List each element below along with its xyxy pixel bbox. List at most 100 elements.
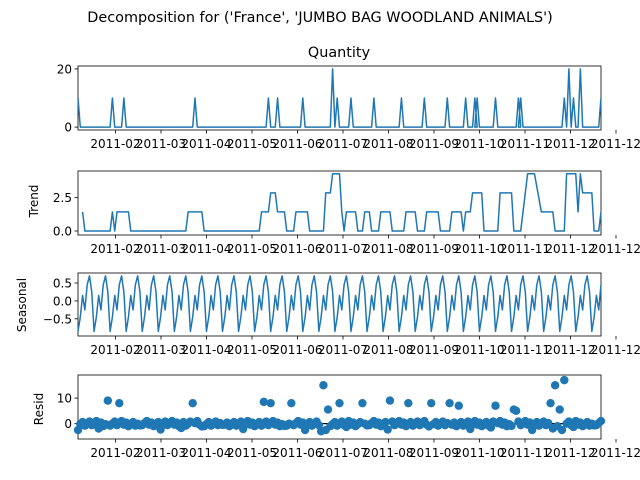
resid-xtick-label: 2011-11: [500, 446, 550, 460]
panel-trend: Trend 0.0 2.5 2011-022011-032011-042011-05…: [27, 170, 640, 256]
seasonal-xtick-label: 2011-08: [363, 343, 413, 357]
observed-xtick-label: 2011-07: [318, 137, 368, 151]
trend-ylabel: Trend: [27, 185, 41, 219]
observed-ytick-label: 20: [57, 62, 72, 76]
seasonal-xtick-label: 2011-09: [409, 343, 459, 357]
resid-point: [358, 398, 367, 408]
observed-xtick-label: 2011-09: [409, 137, 459, 151]
trend-ytick-label: 0.0: [53, 225, 72, 239]
seasonal-xtick-label: 2011-07: [318, 343, 368, 357]
seasonal-xtick-label: 2011-04: [181, 343, 231, 357]
figure-suptitle: Decomposition for ('France', 'JUMBO BAG …: [87, 10, 552, 26]
panel-observed: Quantity 0 20 2011-022011-032011-042011-05…: [57, 45, 640, 151]
resid-ytick-label: 0: [64, 417, 72, 431]
seasonal-xtick-label: 2011-11: [500, 343, 550, 357]
trend-xtick-label: 2011-05: [227, 242, 277, 256]
resid-point: [259, 397, 269, 407]
observed-xtick-label: 2011-10: [454, 137, 504, 151]
trend-plot-area: [77, 170, 602, 236]
seasonal-marks: 0.50.0−0.52011-022011-032011-042011-0520…: [43, 275, 640, 357]
resid-ylabel: Resid: [32, 393, 46, 425]
resid-point: [550, 381, 560, 390]
observed-title: Quantity: [308, 45, 371, 61]
resid-point: [115, 398, 124, 408]
trend-xtick-label: 2011-03: [136, 242, 186, 256]
trend-xtick-label: 2011-12: [545, 242, 595, 256]
resid-point: [266, 398, 275, 408]
observed-xtick-label: 2011-08: [363, 137, 413, 151]
trend-xtick-label: 2011-09: [409, 242, 459, 256]
resid-point: [511, 406, 521, 416]
panel-seasonal: Seasonal 0.5 0.0 −0.5 2011-022011-032011-04…: [15, 272, 640, 357]
resid-point: [335, 398, 344, 408]
resid-point: [319, 381, 328, 390]
resid-point: [596, 416, 606, 426]
observed-xtick-label: 2011-12: [591, 137, 640, 151]
resid-point: [404, 398, 413, 408]
seasonal-ytick-label: 0.0: [53, 294, 72, 308]
resid-xtick-label: 2011-03: [136, 446, 186, 460]
seasonal-xtick-label: 2011-06: [272, 343, 322, 357]
seasonal-xtick-label: 2011-12: [545, 343, 595, 357]
resid-point: [383, 425, 392, 434]
trend-xtick-label: 2011-06: [272, 242, 322, 256]
resid-point: [507, 421, 516, 431]
resid-ytick-label: 10: [57, 392, 72, 406]
observed-marks: 0202011-022011-032011-042011-052011-0620…: [57, 62, 640, 151]
observed-xtick-label: 2011-12: [545, 137, 595, 151]
seasonal-ylabel: Seasonal: [15, 278, 29, 332]
resid-xtick-label: 2011-05: [227, 446, 277, 460]
trend-xtick-label: 2011-02: [90, 242, 140, 256]
seasonal-plot-area: [77, 272, 602, 337]
resid-point: [445, 398, 454, 408]
seasonal-ytick-label: 0.5: [53, 277, 72, 291]
seasonal-xtick-label: 2011-03: [136, 343, 186, 357]
observed-xtick-label: 2011-11: [500, 137, 550, 151]
seasonal-ytick-label: −0.5: [43, 312, 72, 326]
trend-xtick-label: 2011-12: [591, 242, 640, 256]
seasonal-xtick-label: 2011-02: [90, 343, 140, 357]
resid-plot-area: [77, 374, 602, 440]
resid-marks: 1002011-022011-032011-042011-052011-0620…: [57, 375, 640, 460]
resid-point: [560, 375, 569, 385]
observed-xtick-label: 2011-05: [227, 137, 277, 151]
resid-xtick-label: 2011-04: [181, 446, 231, 460]
resid-point: [557, 425, 567, 435]
observed-xtick-label: 2011-04: [181, 137, 231, 151]
resid-point: [454, 401, 463, 410]
trend-ytick-label: 2.5: [53, 191, 72, 205]
resid-point: [491, 401, 500, 410]
resid-xtick-label: 2011-12: [545, 446, 595, 460]
trend-xtick-label: 2011-08: [363, 242, 413, 256]
seasonal-xtick-label: 2011-05: [227, 343, 277, 357]
resid-point: [188, 398, 197, 408]
resid-point: [381, 417, 390, 427]
resid-xtick-label: 2011-12: [591, 446, 640, 460]
trend-series-line: [81, 173, 602, 232]
resid-xtick-label: 2011-06: [272, 446, 322, 460]
resid-point: [287, 398, 296, 408]
observed-xtick-label: 2011-06: [272, 137, 322, 151]
resid-xtick-label: 2011-08: [363, 446, 413, 460]
resid-xtick-label: 2011-09: [409, 446, 459, 460]
resid-xtick-label: 2011-07: [318, 446, 368, 460]
resid-point: [385, 396, 395, 405]
trend-marks: 0.02.52011-022011-032011-042011-052011-0…: [53, 173, 640, 256]
observed-ytick-label: 0: [64, 121, 72, 135]
resid-point: [555, 405, 564, 414]
trend-xtick-label: 2011-04: [181, 242, 231, 256]
resid-xtick-label: 2011-02: [90, 446, 140, 460]
trend-xtick-label: 2011-07: [318, 242, 368, 256]
resid-xtick-label: 2011-10: [454, 446, 504, 460]
seasonal-xtick-label: 2011-10: [454, 343, 504, 357]
resid-point: [427, 398, 436, 408]
observed-xtick-label: 2011-03: [136, 137, 186, 151]
observed-series-line: [77, 68, 602, 128]
panel-resid: Resid 1002011-022011-032011-042011-05201…: [32, 374, 640, 460]
seasonal-series-line: [77, 275, 602, 333]
resid-point: [546, 398, 555, 408]
observed-xtick-label: 2011-02: [90, 137, 140, 151]
seasonal-xtick-label: 2011-12: [591, 343, 640, 357]
resid-point: [103, 396, 113, 405]
